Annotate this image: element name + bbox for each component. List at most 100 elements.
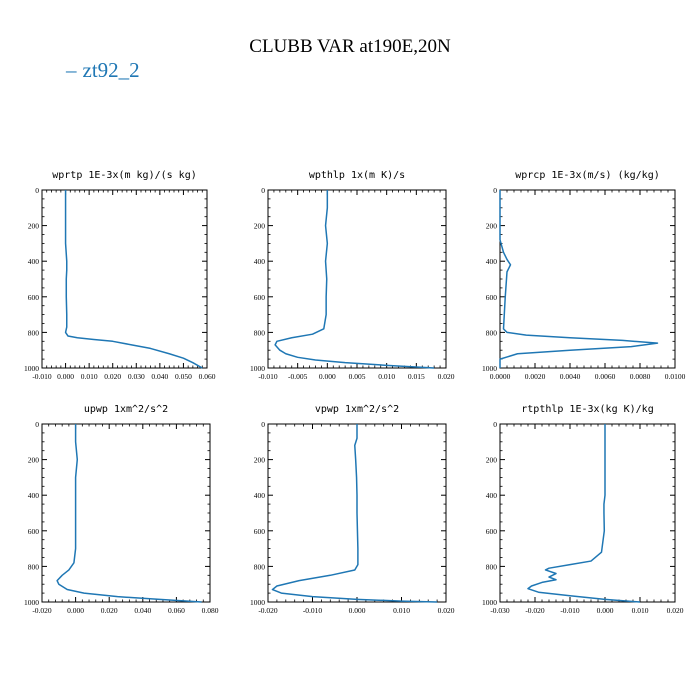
y-tick-label: 800 — [28, 328, 40, 337]
legend: – zt92_2 — [66, 58, 140, 83]
plot-title: wprcp 1E-3x(m/s) (kg/kg) — [515, 170, 660, 181]
y-tick-label: 1000 — [24, 364, 39, 373]
x-tick-label: 0.0020 — [525, 372, 546, 381]
x-tick-label: 0.0080 — [630, 372, 651, 381]
y-tick-label: 200 — [28, 456, 40, 465]
x-tick-label: 0.030 — [128, 372, 145, 381]
plot-panel: wpthlp 1x(m K)/s -0.010 -0.005 0.000 0.005 0.… — [250, 170, 455, 381]
y-tick-label: 1000 — [250, 598, 265, 607]
x-tick-label: 0.040 — [134, 606, 151, 615]
y-tick-label: 800 — [254, 328, 266, 337]
x-tick-label: 0.0000 — [490, 372, 511, 381]
y-tick-label: 600 — [486, 527, 498, 536]
y-tick-label: 600 — [254, 527, 266, 536]
y-tick-label: 600 — [486, 293, 498, 302]
y-tick-label: 400 — [28, 257, 40, 266]
y-tick-label: 800 — [28, 562, 40, 571]
x-tick-label: 0.0060 — [595, 372, 616, 381]
x-tick-label: -0.010 — [32, 372, 52, 381]
x-tick-label: 0.080 — [202, 606, 219, 615]
plot-title: upwp 1xm^2/s^2 — [84, 404, 168, 415]
x-tick-label: -0.020 — [32, 606, 52, 615]
plot-title: rtpthlp 1E-3x(kg K)/kg — [521, 404, 653, 415]
x-tick-label: 0.005 — [349, 372, 366, 381]
x-tick-label: -0.010 — [303, 606, 323, 615]
x-tick-label: 0.020 — [438, 606, 455, 615]
y-tick-label: 200 — [486, 222, 498, 231]
y-tick-label: 400 — [28, 491, 40, 500]
x-tick-label: 0.020 — [667, 606, 684, 615]
x-tick-label: -0.005 — [288, 372, 308, 381]
y-tick-label: 0 — [261, 186, 265, 195]
y-tick-label: 200 — [254, 222, 266, 231]
plot-title: vpwp 1xm^2/s^2 — [315, 404, 399, 415]
x-tick-label: 0.060 — [199, 372, 216, 381]
series-line — [64, 190, 203, 369]
plot-frame — [499, 189, 676, 369]
plot-title: wprtp 1E-3x(m kg)/(s kg) — [52, 170, 197, 181]
x-tick-label: 0.000 — [319, 372, 336, 381]
x-tick-label: 0.020 — [104, 372, 121, 381]
y-tick-label: 800 — [486, 328, 498, 337]
x-tick-label: 0.000 — [597, 606, 614, 615]
plot-frame — [41, 423, 211, 603]
y-tick-label: 800 — [486, 562, 498, 571]
y-tick-label: 1000 — [24, 598, 39, 607]
y-tick-label: 0 — [493, 420, 497, 429]
y-tick-label: 0 — [35, 420, 39, 429]
x-tick-label: 0.015 — [408, 372, 425, 381]
x-tick-label: 0.000 — [57, 372, 74, 381]
legend-line-icon: – — [66, 58, 77, 82]
x-tick-label: -0.020 — [525, 606, 545, 615]
y-tick-label: 600 — [28, 293, 40, 302]
y-tick-label: 400 — [254, 491, 266, 500]
x-tick-label: -0.010 — [560, 606, 580, 615]
y-tick-label: 400 — [486, 257, 498, 266]
y-tick-label: 0 — [261, 420, 265, 429]
x-tick-label: -0.010 — [258, 372, 278, 381]
x-tick-label: 0.0100 — [665, 372, 686, 381]
x-tick-label: 0.010 — [81, 372, 98, 381]
x-tick-label: 0.000 — [67, 606, 84, 615]
y-tick-label: 200 — [254, 456, 266, 465]
plot-panel: upwp 1xm^2/s^2 -0.020 0.000 0.020 0.040 0.060… — [24, 404, 219, 615]
page-title: CLUBB VAR at190E,20N — [249, 36, 451, 57]
x-tick-label: 0.010 — [378, 372, 395, 381]
x-tick-label: 0.000 — [349, 606, 366, 615]
series-line — [274, 190, 435, 369]
plot-title: wpthlp 1x(m K)/s — [309, 170, 405, 181]
x-tick-label: 0.040 — [151, 372, 168, 381]
series-line — [527, 424, 641, 603]
x-tick-label: 0.060 — [168, 606, 185, 615]
y-tick-label: 600 — [254, 293, 266, 302]
y-tick-label: 400 — [254, 257, 266, 266]
y-tick-label: 0 — [35, 186, 39, 195]
plot-panel: rtpthlp 1E-3x(kg K)/kg -0.030 -0.020 -0.010… — [482, 404, 684, 615]
plot-frame — [267, 189, 447, 369]
y-tick-label: 1000 — [482, 364, 497, 373]
x-tick-label: -0.030 — [490, 606, 510, 615]
plot-frame — [499, 423, 676, 603]
y-tick-label: 200 — [486, 456, 498, 465]
x-tick-label: 0.0040 — [560, 372, 581, 381]
x-tick-label: 0.020 — [101, 606, 118, 615]
x-tick-label: 0.010 — [393, 606, 410, 615]
plot-panel: wprtp 1E-3x(m kg)/(s kg) -0.010 0.000 0.010… — [24, 170, 216, 381]
series-line — [271, 424, 438, 603]
y-tick-label: 1000 — [250, 364, 265, 373]
series-line — [499, 190, 659, 368]
plot-panel: vpwp 1xm^2/s^2 -0.020 -0.010 0.000 0.010 0.02… — [250, 404, 455, 615]
series-line — [56, 424, 202, 603]
x-tick-label: 0.050 — [175, 372, 192, 381]
x-tick-label: 0.020 — [438, 372, 455, 381]
plot-panel: wprcp 1E-3x(m/s) (kg/kg) 0.0000 0.0020 0.00… — [482, 170, 686, 381]
y-tick-label: 800 — [254, 562, 266, 571]
y-tick-label: 1000 — [482, 598, 497, 607]
y-tick-label: 0 — [493, 186, 497, 195]
x-tick-label: -0.020 — [258, 606, 278, 615]
y-tick-label: 200 — [28, 222, 40, 231]
y-tick-label: 400 — [486, 491, 498, 500]
y-tick-label: 600 — [28, 527, 40, 536]
x-tick-label: 0.010 — [632, 606, 649, 615]
